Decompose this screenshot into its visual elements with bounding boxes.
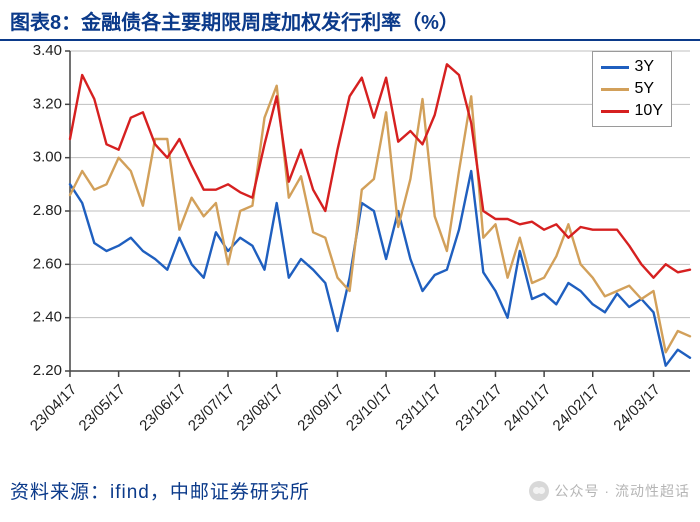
svg-text:24/01/17: 24/01/17 [501,381,554,434]
chart-area: 2.202.402.602.803.003.203.4023/04/1723/0… [0,41,700,471]
svg-text:23/09/17: 23/09/17 [294,381,347,434]
svg-text:23/04/17: 23/04/17 [27,381,80,434]
svg-text:23/12/17: 23/12/17 [452,381,505,434]
svg-text:24/02/17: 24/02/17 [550,381,603,434]
svg-text:24/03/17: 24/03/17 [610,381,663,434]
legend-item-3Y: 3Y [601,56,663,78]
svg-text:23/06/17: 23/06/17 [136,381,189,434]
series-3Y [70,171,690,366]
legend-swatch [601,88,629,91]
svg-text:23/08/17: 23/08/17 [234,381,287,434]
svg-text:2.80: 2.80 [33,202,62,219]
legend-swatch [601,110,629,113]
svg-text:3.40: 3.40 [33,42,62,59]
legend-label: 5Y [635,78,655,100]
svg-text:2.20: 2.20 [33,362,62,379]
svg-text:23/05/17: 23/05/17 [76,381,129,434]
chart-title: 图表8：金融债各主要期限周度加权发行利率（%） [0,0,700,41]
legend-item-5Y: 5Y [601,78,663,100]
legend-label: 10Y [635,100,663,122]
svg-text:3.00: 3.00 [33,149,62,166]
legend-item-10Y: 10Y [601,100,663,122]
watermark-text: 公众号 · 流动性超话 [555,481,690,501]
watermark: 公众号 · 流动性超话 [529,481,690,501]
legend-label: 3Y [635,56,655,78]
svg-text:23/07/17: 23/07/17 [185,381,238,434]
svg-text:3.20: 3.20 [33,95,62,112]
source-label: 资料来源：ifind，中邮证券研究所 [10,477,310,504]
wechat-icon [529,481,549,501]
svg-text:2.40: 2.40 [33,309,62,326]
legend-swatch [601,66,629,69]
svg-text:23/10/17: 23/10/17 [343,381,396,434]
svg-text:23/11/17: 23/11/17 [392,381,445,434]
source-row: 资料来源：ifind，中邮证券研究所 公众号 · 流动性超话 [0,471,700,504]
svg-text:2.60: 2.60 [33,255,62,272]
legend: 3Y5Y10Y [592,51,672,127]
